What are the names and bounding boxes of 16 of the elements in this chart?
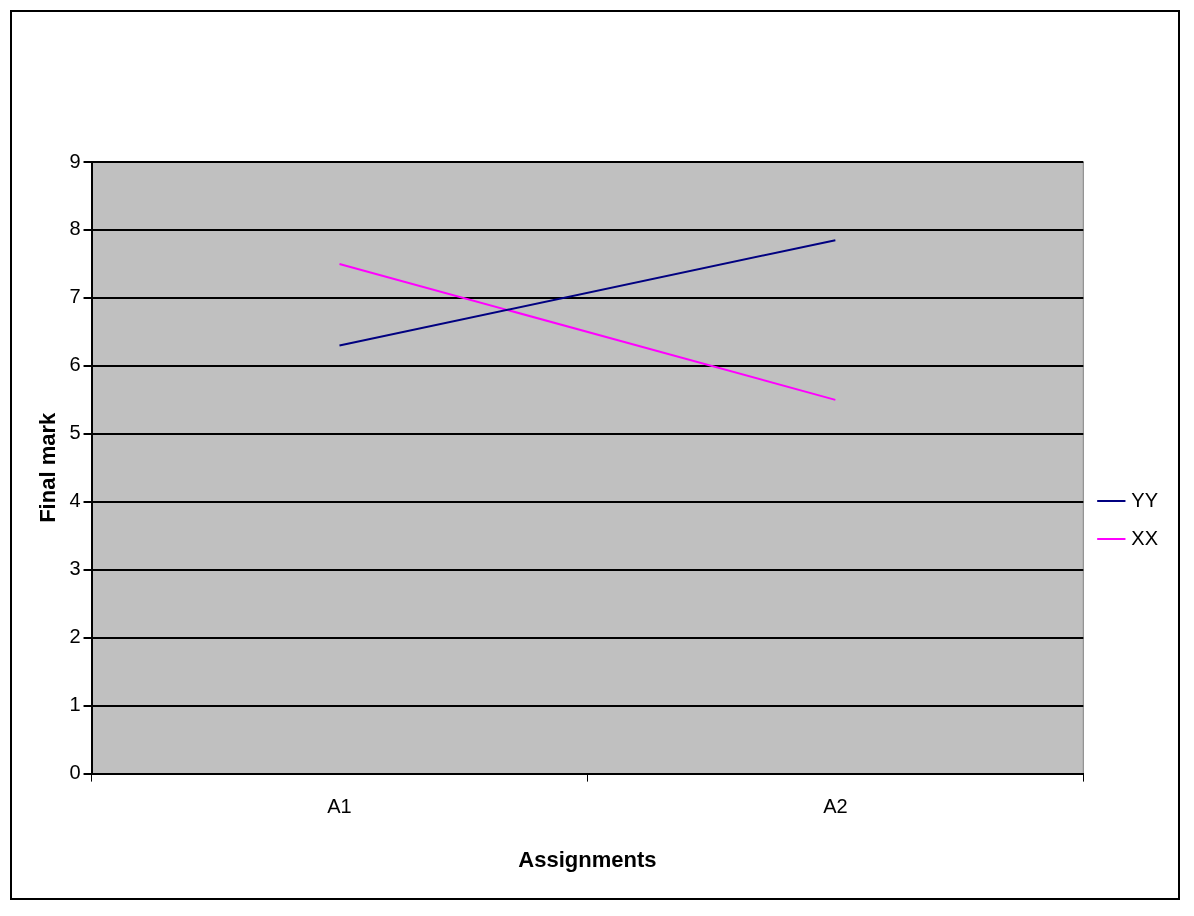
y-tick-label: 6 <box>69 353 81 376</box>
y-tick-label: 5 <box>69 421 81 444</box>
legend-label: XX <box>1131 526 1159 549</box>
x-tick-label: A1 <box>327 795 352 818</box>
x-tick-label: A2 <box>823 795 848 818</box>
y-tick-label: 2 <box>69 625 81 648</box>
legend-label: YY <box>1131 488 1159 511</box>
y-tick-label: 8 <box>69 217 81 240</box>
y-tick-label: 1 <box>69 693 81 716</box>
y-tick-label: 3 <box>69 557 81 580</box>
x-axis-title: Assignments <box>518 846 657 872</box>
y-tick-label: 0 <box>69 761 81 784</box>
y-tick-label: 9 <box>69 149 81 172</box>
y-tick-label: 4 <box>69 489 81 512</box>
y-axis-title: Final mark <box>35 412 61 523</box>
y-tick-label: 7 <box>69 285 81 308</box>
